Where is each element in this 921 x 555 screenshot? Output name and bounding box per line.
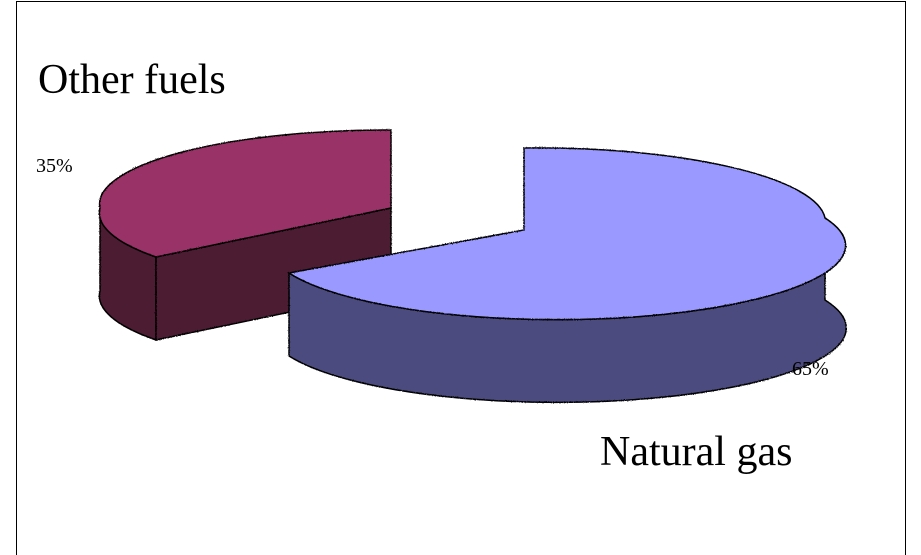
- data-label-natural-gas: 65%: [792, 358, 829, 380]
- category-label-other-fuels: Other fuels: [38, 57, 226, 103]
- slice-natural-gas-top: [286, 147, 847, 321]
- slice-other-fuels: [98, 129, 392, 342]
- slice-other-fuels-top: [98, 129, 392, 258]
- category-label-natural-gas: Natural gas: [600, 429, 792, 475]
- slice-natural-gas: [286, 147, 848, 404]
- data-label-other-fuels: 35%: [36, 155, 73, 177]
